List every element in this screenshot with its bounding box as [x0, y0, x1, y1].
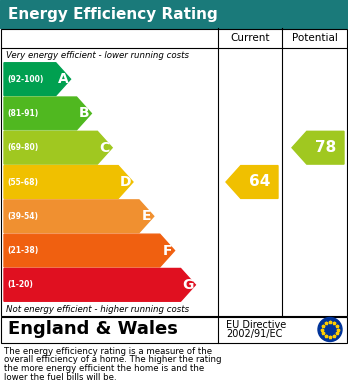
Polygon shape	[4, 269, 195, 301]
Polygon shape	[292, 131, 344, 164]
Text: lower the fuel bills will be.: lower the fuel bills will be.	[4, 373, 117, 382]
Polygon shape	[4, 200, 154, 233]
Text: G: G	[182, 278, 194, 292]
Text: (81-91): (81-91)	[7, 109, 38, 118]
Text: (21-38): (21-38)	[7, 246, 38, 255]
Text: the more energy efficient the home is and the: the more energy efficient the home is an…	[4, 364, 204, 373]
Text: 64: 64	[249, 174, 270, 190]
Text: A: A	[58, 72, 69, 86]
Text: F: F	[163, 244, 172, 258]
Text: 78: 78	[315, 140, 336, 155]
Text: overall efficiency of a home. The higher the rating: overall efficiency of a home. The higher…	[4, 355, 221, 364]
Text: D: D	[120, 175, 131, 189]
Text: Very energy efficient - lower running costs: Very energy efficient - lower running co…	[6, 50, 189, 59]
Text: (1-20): (1-20)	[7, 280, 33, 289]
Text: Current: Current	[230, 33, 270, 43]
Text: 2002/91/EC: 2002/91/EC	[226, 330, 282, 339]
Text: Energy Efficiency Rating: Energy Efficiency Rating	[8, 7, 218, 22]
Polygon shape	[226, 166, 278, 198]
Text: C: C	[100, 141, 110, 155]
Text: B: B	[79, 106, 89, 120]
Text: (39-54): (39-54)	[7, 212, 38, 221]
Polygon shape	[4, 166, 133, 198]
Text: EU Directive: EU Directive	[226, 321, 286, 330]
Bar	[0, 0, 348, 28]
Circle shape	[318, 317, 342, 341]
Text: The energy efficiency rating is a measure of the: The energy efficiency rating is a measur…	[4, 347, 212, 356]
Polygon shape	[4, 234, 175, 267]
Text: E: E	[142, 209, 151, 223]
Bar	[1, 317, 347, 343]
Polygon shape	[4, 131, 112, 164]
Polygon shape	[4, 97, 92, 130]
Text: (92-100): (92-100)	[7, 75, 44, 84]
Text: Not energy efficient - higher running costs: Not energy efficient - higher running co…	[6, 305, 189, 314]
Bar	[1, 29, 347, 316]
Polygon shape	[4, 63, 71, 95]
Text: (69-80): (69-80)	[7, 143, 38, 152]
Text: England & Wales: England & Wales	[8, 321, 178, 339]
Text: Potential: Potential	[292, 33, 338, 43]
Text: (55-68): (55-68)	[7, 178, 38, 187]
